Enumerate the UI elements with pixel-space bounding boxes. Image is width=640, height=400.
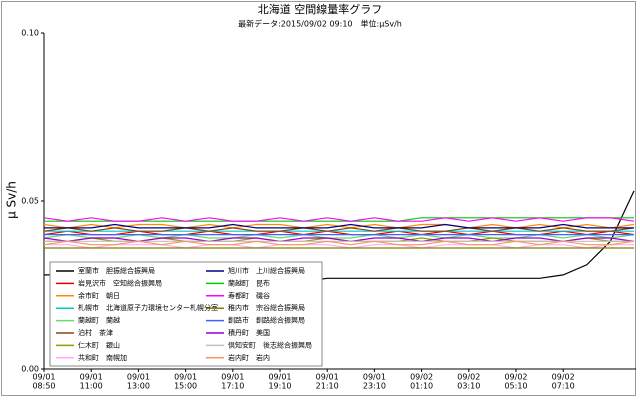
legend	[49, 261, 323, 367]
legend-label: 岩内町 岩内	[228, 353, 270, 362]
legend-label: 旭川市 上川総合振興局	[228, 266, 305, 275]
y-tick-label: 0.05	[21, 197, 39, 206]
legend-label: 稚内市 宗谷総合振興局	[228, 303, 305, 312]
chart-title: 北海道 空間線量率グラフ	[258, 2, 383, 16]
x-tick-label: 21:10	[316, 382, 339, 391]
x-tick-label: 19:10	[268, 382, 291, 391]
x-tick-label: 23:10	[363, 382, 386, 391]
x-tick-label: 03:10	[457, 382, 480, 391]
x-tick-label: 09/01	[268, 373, 291, 382]
x-tick-label: 13:00	[127, 382, 150, 391]
x-tick-label: 09/01	[174, 373, 197, 382]
legend-label: 釧路市 釧路総合振興局	[228, 316, 305, 325]
x-tick-label: 09/01	[80, 373, 103, 382]
legend-label: 倶知安町 後志総合振興局	[228, 340, 312, 349]
x-tick-label: 09/02	[410, 373, 433, 382]
x-tick-label: 01:10	[410, 382, 433, 391]
legend-label: 蘭越町 昆布	[228, 278, 270, 287]
x-tick-label: 09/02	[504, 373, 527, 382]
x-tick-label: 17:10	[221, 382, 244, 391]
legend-label: 蘭越町 蘭越	[78, 316, 120, 325]
y-axis-label: μ Sv/h	[5, 181, 19, 219]
x-tick-label: 05:10	[504, 382, 527, 391]
x-tick-label: 09/01	[221, 373, 244, 382]
x-tick-label: 11:00	[80, 382, 103, 391]
chart-subtitle: 最新データ:2015/09/02 09:10 単位:μSv/h	[238, 19, 402, 29]
x-tick-label: 09/01	[316, 373, 339, 382]
x-tick-label: 07:10	[552, 382, 575, 391]
x-tick-label: 09/01	[127, 373, 150, 382]
series-line	[44, 223, 634, 229]
y-tick-label: 0.00	[21, 365, 39, 374]
x-tick-label: 08:50	[32, 382, 55, 391]
series-line	[43, 217, 635, 222]
series-line	[43, 240, 635, 246]
series-line	[43, 227, 635, 232]
x-tick-label: 09/02	[457, 373, 480, 382]
legend-label: 室蘭市 胆振総合振興局	[78, 266, 155, 275]
legend-label: 岩見沢市 空知総合振興局	[78, 278, 162, 287]
legend-label: 余市町 朝日	[78, 291, 120, 300]
x-tick-label: 09/01	[32, 373, 55, 382]
legend-label: 札幌市 北海道原子力環境センター札幌分室	[78, 303, 218, 312]
x-tick-label: 15:00	[174, 382, 197, 391]
y-tick-label: 0.10	[21, 29, 39, 38]
legend-label: 共和町 南幌加	[78, 353, 127, 362]
x-tick-label: 09/02	[552, 373, 575, 382]
legend-label: 積丹町 美国	[228, 328, 270, 337]
series-line	[44, 244, 634, 249]
legend-label: 仁木町 銀山	[78, 340, 120, 349]
x-tick-label: 09/01	[363, 373, 386, 382]
legend-label: 泊村 茶津	[78, 328, 113, 337]
legend-label: 寿都町 磯谷	[228, 291, 270, 300]
